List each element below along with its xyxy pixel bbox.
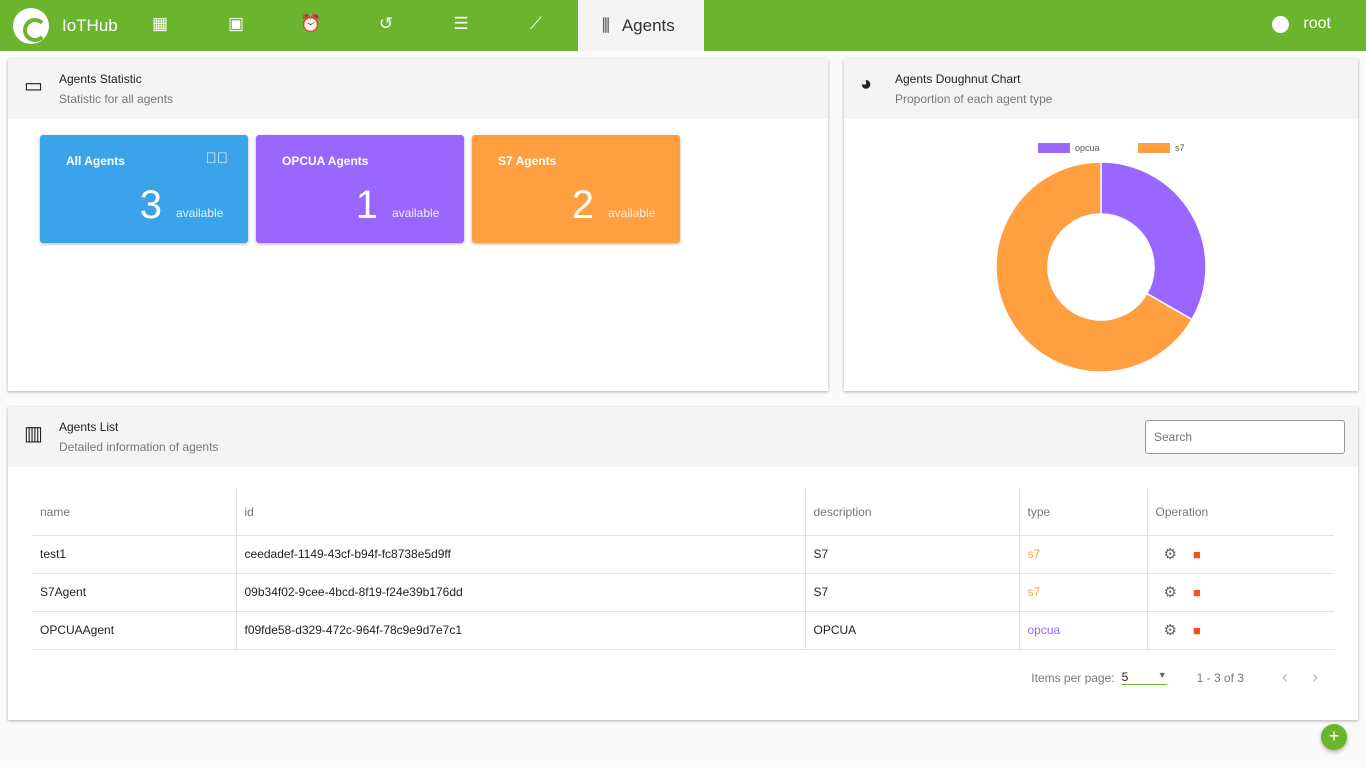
delete-trash-icon[interactable]: ■: [1192, 547, 1201, 562]
items-per-page-label: Items per page:: [1031, 670, 1115, 685]
settings-gear-icon[interactable]: ⚙: [1163, 584, 1177, 601]
tab-agents[interactable]: ⫼ Agents: [578, 0, 704, 51]
table-row: S7Agent 09b34f02-9cee-4bcd-8f19-f24e39b1…: [32, 573, 1334, 612]
column-header-type[interactable]: type: [1018, 489, 1147, 536]
settings-gear-icon[interactable]: ⚙: [1163, 622, 1177, 639]
cell-operation: ⚙ ■: [1146, 535, 1334, 574]
device-icon[interactable]: ▣: [227, 14, 245, 33]
history-icon[interactable]: ↺: [378, 14, 394, 33]
top-nav: IoTHub ▦ ▣ ⏰ ↺ ☰ ⟋ ⫼ Agents root: [0, 0, 1366, 51]
dashboard-icon[interactable]: ▦: [151, 14, 169, 33]
card-title: Agents List: [59, 420, 119, 434]
agents-table: name id description type Operation test1…: [32, 489, 1334, 650]
page-size-value: 5: [1121, 670, 1129, 684]
cell-name: test1: [32, 535, 236, 574]
cell-name: S7Agent: [32, 573, 236, 612]
cell-id: ceedadef-1149-43cf-b94f-fc8738e5d9ff: [235, 535, 805, 574]
card-subtitle: Statistic for all agents: [59, 92, 174, 106]
settings-gear-icon[interactable]: ⚙: [1163, 546, 1177, 563]
cell-type: s7: [1018, 535, 1147, 574]
tile-count: 3: [139, 183, 162, 227]
chart-line-icon[interactable]: ⟋: [530, 14, 542, 33]
logo[interactable]: [13, 8, 49, 44]
user-menu[interactable]: root: [1272, 15, 1331, 33]
tile-label: S7 Agents: [498, 154, 557, 168]
previous-page-button[interactable]: ‹: [1282, 667, 1288, 687]
brand[interactable]: IoTHub: [62, 16, 118, 35]
next-page-button[interactable]: ›: [1312, 667, 1318, 687]
legend-swatch[interactable]: [1138, 143, 1170, 153]
tile-unit: available: [392, 206, 440, 220]
tile-all-agents[interactable]: All Agents ✓⃝ 3 available: [40, 135, 248, 243]
cell-description: S7: [804, 535, 1019, 574]
column-header-description[interactable]: description: [804, 489, 1019, 536]
tile-label: All Agents: [66, 154, 125, 168]
page-size-select[interactable]: 5 ▼: [1121, 670, 1167, 685]
tile-opcua-agents[interactable]: OPCUA Agents 1 available: [256, 135, 464, 243]
card-subtitle: Detailed information of agents: [59, 440, 219, 454]
tile-label: OPCUA Agents: [282, 154, 369, 168]
tile-unit: available: [176, 206, 224, 220]
tile-count: 2: [571, 183, 594, 227]
card-title: Agents Statistic: [59, 72, 142, 86]
delete-trash-icon[interactable]: ■: [1192, 623, 1201, 638]
legend-label[interactable]: opcua: [1075, 143, 1100, 153]
cell-operation: ⚙ ■: [1146, 611, 1334, 650]
cell-type: opcua: [1018, 611, 1147, 650]
legend-label[interactable]: s7: [1175, 143, 1185, 153]
table-row: OPCUAAgent f09fde58-d329-472c-964f-78c9e…: [32, 611, 1334, 650]
username: root: [1303, 15, 1331, 32]
cell-description: S7: [804, 573, 1019, 612]
legend-swatch[interactable]: [1038, 143, 1070, 153]
agents-list-card: ▥ Agents List Detailed information of ag…: [8, 407, 1358, 720]
card-title: Agents Doughnut Chart: [895, 72, 1021, 86]
card-icon: ▭: [24, 75, 43, 97]
cell-id: f09fde58-d329-472c-964f-78c9e9d7e7c1: [235, 611, 805, 650]
column-header-name[interactable]: name: [32, 489, 236, 536]
cell-description: OPCUA: [804, 611, 1019, 650]
pie-chart-icon: ◕: [860, 73, 873, 95]
account-icon: [1272, 15, 1290, 33]
column-header-operation: Operation: [1146, 489, 1334, 536]
page-range: 1 - 3 of 3: [1196, 670, 1244, 685]
doughnut-slice-opcua[interactable]: [1100, 161, 1207, 321]
tile-count: 1: [355, 183, 378, 227]
doughnut-chart: opcua s7: [995, 143, 1207, 373]
list-icon[interactable]: ☰: [453, 14, 469, 33]
agents-statistic-card: ▭ Agents Statistic Statistic for all age…: [8, 59, 828, 391]
alarm-icon[interactable]: ⏰: [300, 14, 322, 33]
doughnut-slice-s7[interactable]: [995, 161, 1193, 373]
doughnut-chart-card: ◕ Agents Doughnut Chart Proportion of ea…: [844, 59, 1358, 391]
column-header-id[interactable]: id: [235, 489, 805, 536]
delete-trash-icon[interactable]: ■: [1192, 585, 1201, 600]
cell-id: 09b34f02-9cee-4bcd-8f19-f24e39b176dd: [235, 573, 805, 612]
table-row: test1 ceedadef-1149-43cf-b94f-fc8738e5d9…: [32, 535, 1334, 574]
cell-type: s7: [1018, 573, 1147, 612]
search-input[interactable]: [1145, 420, 1345, 454]
agents-icon: ⫼: [602, 15, 610, 35]
card-subtitle: Proportion of each agent type: [895, 92, 1053, 106]
tab-label: Agents: [621, 15, 675, 35]
tile-s7-agents[interactable]: S7 Agents 2 available: [472, 135, 680, 243]
cell-operation: ⚙ ■: [1146, 573, 1334, 612]
dropdown-arrow-icon: ▼: [1157, 670, 1167, 680]
paginator: Items per page: 5 ▼ 1 - 3 of 3 ‹ ›: [1031, 667, 1318, 688]
tile-unit: available: [608, 206, 656, 220]
add-agent-button[interactable]: +: [1321, 724, 1347, 750]
check-circle-icon: ✓⃝: [205, 150, 229, 167]
table-icon: ▥: [24, 423, 43, 445]
cell-name: OPCUAAgent: [32, 611, 236, 650]
